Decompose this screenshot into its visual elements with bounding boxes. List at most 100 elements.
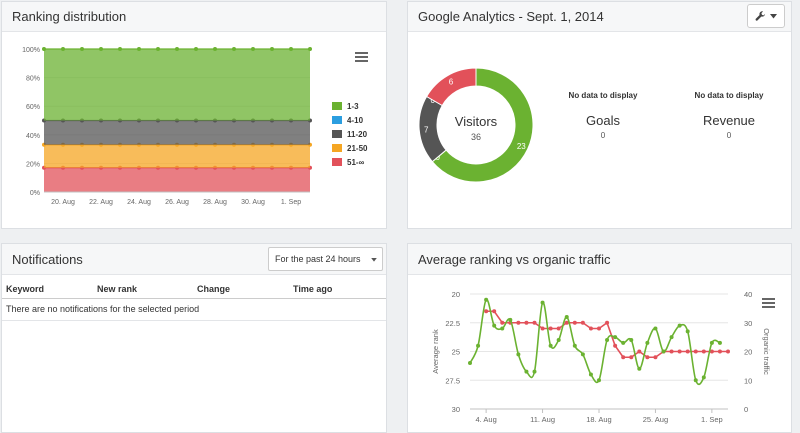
y2-tick-label: 0 xyxy=(744,405,748,414)
series-point-Average rank xyxy=(701,349,706,354)
x-tick-label: 1. Sep xyxy=(701,415,723,424)
series-point-Organic traffic xyxy=(532,369,537,374)
y-tick-label: 30 xyxy=(452,405,460,414)
series-point-Organic traffic xyxy=(717,340,722,345)
revenue-label: Revenue xyxy=(702,113,756,128)
analytics-panel-title: Google Analytics - Sept. 1, 2014 xyxy=(418,9,604,24)
series-point-Average rank xyxy=(685,349,690,354)
period-select-value: For the past 24 hours xyxy=(275,254,361,264)
legend-label: 11-20 xyxy=(347,129,368,139)
series-point-Average rank xyxy=(580,320,585,325)
series-point-Organic traffic xyxy=(629,338,634,342)
point-1-3 xyxy=(289,47,293,51)
series-point-Organic traffic xyxy=(508,317,513,322)
y-tick-label: 20 xyxy=(452,290,460,299)
series-point-Organic traffic xyxy=(645,340,650,345)
series-point-Organic traffic xyxy=(548,343,553,348)
series-point-Average rank xyxy=(564,320,569,325)
visitors-label: Visitors xyxy=(454,114,498,129)
point-1-3 xyxy=(308,47,312,51)
series-point-Organic traffic xyxy=(685,329,690,334)
area-21-50 xyxy=(44,144,310,168)
legend-label: 1-3 xyxy=(347,101,359,111)
y-tick-label: 100% xyxy=(22,47,40,54)
chart-menu-icon[interactable] xyxy=(762,298,775,308)
series-point-Organic traffic xyxy=(621,340,626,345)
legend-item[interactable]: 4-10 xyxy=(332,113,367,127)
series-point-Average rank xyxy=(500,320,505,325)
legend-item[interactable]: 1-3 xyxy=(332,99,367,113)
col-new-rank[interactable]: New rank xyxy=(97,283,138,294)
x-tick-label: 25. Aug xyxy=(643,415,668,424)
col-time-ago[interactable]: Time ago xyxy=(293,283,333,294)
series-point-Average rank xyxy=(572,320,577,325)
series-point-Average rank xyxy=(677,349,682,354)
legend-item[interactable]: 51-∞ xyxy=(332,155,367,169)
goals-widget: No data to display Goals 0 xyxy=(553,91,653,140)
series-line-Average rank xyxy=(486,310,728,359)
y2-tick-label: 20 xyxy=(744,348,752,357)
legend-swatch xyxy=(332,130,342,138)
series-line-Organic traffic xyxy=(469,298,721,386)
point-1-3 xyxy=(270,47,274,51)
point-1-3 xyxy=(42,47,46,51)
donut-slice xyxy=(425,67,477,107)
y2-tick-label: 10 xyxy=(744,376,752,385)
series-point-Average rank xyxy=(597,326,601,331)
series-point-Average rank xyxy=(726,349,730,354)
x-tick-label: 22. Aug xyxy=(89,199,113,206)
point-1-3 xyxy=(137,47,141,51)
y-tick-label: 80% xyxy=(26,76,40,83)
analytics-panel-header: Google Analytics - Sept. 1, 2014 xyxy=(408,2,791,32)
analytics-panel: Google Analytics - Sept. 1, 2014 230706 … xyxy=(407,1,792,229)
caret-down-icon xyxy=(371,258,377,262)
col-change[interactable]: Change xyxy=(197,283,231,294)
series-point-Organic traffic xyxy=(605,338,610,342)
legend-swatch xyxy=(332,102,342,110)
series-point-Organic traffic xyxy=(564,315,569,319)
point-1-3 xyxy=(251,47,255,51)
donut-slice-label: 0 xyxy=(435,153,440,162)
point-1-3 xyxy=(175,47,179,51)
series-point-Organic traffic xyxy=(572,343,577,348)
col-keyword[interactable]: Keyword xyxy=(6,283,45,294)
avg-ranking-panel-title: Average ranking vs organic traffic xyxy=(418,251,611,267)
visitors-total: 36 xyxy=(470,132,481,142)
wrench-icon xyxy=(755,10,766,21)
revenue-widget: No data to display Revenue 0 xyxy=(679,91,779,140)
avg-ranking-panel-header: Average ranking vs organic traffic xyxy=(408,244,791,275)
point-1-3 xyxy=(80,47,84,51)
x-tick-label: 4. Aug xyxy=(475,415,496,424)
chart-menu-icon[interactable] xyxy=(355,52,368,62)
series-point-Average rank xyxy=(669,349,674,354)
revenue-nodata: No data to display xyxy=(694,91,764,100)
series-point-Average rank xyxy=(717,349,722,354)
ranking-legend: 1-3 4-10 11-20 21-50 51-∞ xyxy=(332,99,367,169)
y-tick-label: 20% xyxy=(26,161,40,168)
point-1-3 xyxy=(61,47,65,51)
series-point-Average rank xyxy=(653,355,658,360)
series-point-Average rank xyxy=(693,349,698,354)
series-point-Organic traffic xyxy=(588,372,593,377)
x-tick-label: 28. Aug xyxy=(203,199,227,206)
series-point-Organic traffic xyxy=(556,338,561,342)
settings-dropdown-button[interactable] xyxy=(747,4,785,28)
legend-item[interactable]: 11-20 xyxy=(332,127,367,141)
series-point-Organic traffic xyxy=(580,352,585,357)
period-select[interactable]: For the past 24 hours xyxy=(268,247,383,271)
legend-label: 4-10 xyxy=(347,115,364,125)
x-tick-label: 24. Aug xyxy=(127,199,151,206)
series-point-Organic traffic xyxy=(653,326,658,331)
area-1-3 xyxy=(44,49,310,121)
series-point-Organic traffic xyxy=(540,300,545,305)
series-point-Organic traffic xyxy=(677,323,682,328)
legend-item[interactable]: 21-50 xyxy=(332,141,367,155)
legend-label: 51-∞ xyxy=(347,157,365,167)
y-axis-title: Average rank xyxy=(431,329,440,374)
series-point-Organic traffic xyxy=(468,361,472,365)
table-empty-row: There are no notifications for the selec… xyxy=(2,298,386,320)
empty-message: There are no notifications for the selec… xyxy=(6,304,200,314)
series-point-Average rank xyxy=(540,326,545,331)
series-point-Average rank xyxy=(621,355,626,360)
y-tick-label: 0% xyxy=(30,190,40,197)
